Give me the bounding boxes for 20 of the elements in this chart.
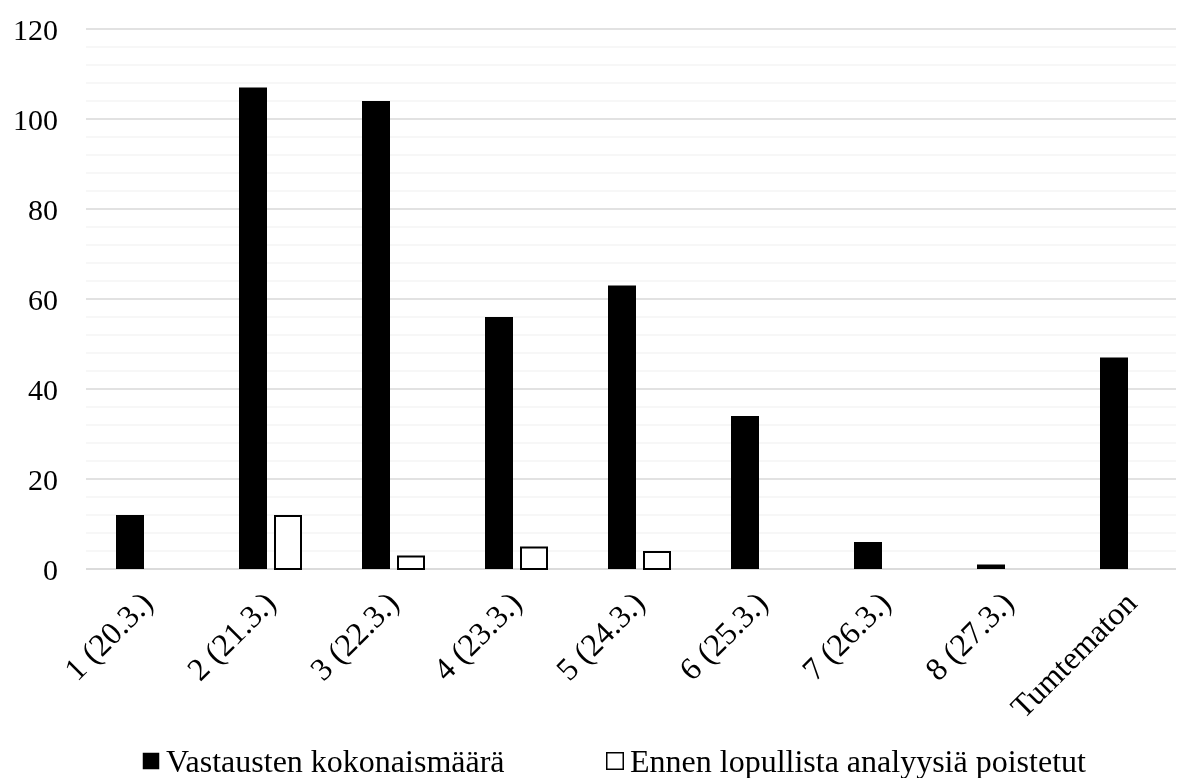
bar xyxy=(485,317,513,569)
bar xyxy=(1100,357,1128,569)
bar xyxy=(520,546,548,570)
bar xyxy=(274,515,302,570)
y-tick-label: 40 xyxy=(28,372,58,406)
y-tick-label: 20 xyxy=(28,462,58,496)
bar xyxy=(731,416,759,569)
bar xyxy=(854,542,882,569)
y-tick-label: 80 xyxy=(28,192,58,226)
bar xyxy=(362,101,390,569)
bar xyxy=(239,87,267,569)
bar xyxy=(116,515,144,569)
y-tick-label: 0 xyxy=(43,552,58,586)
y-tick-label: 120 xyxy=(13,12,58,46)
bar xyxy=(643,551,671,570)
y-tick-label: 60 xyxy=(28,282,58,316)
bar xyxy=(608,285,636,569)
legend-label: Vastausten kokonaismäärä xyxy=(166,743,505,778)
bar xyxy=(397,555,425,570)
y-tick-label: 100 xyxy=(13,102,58,136)
